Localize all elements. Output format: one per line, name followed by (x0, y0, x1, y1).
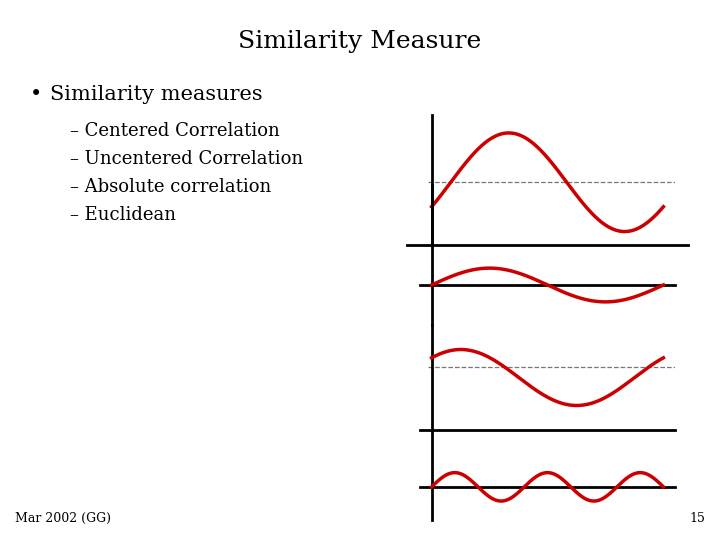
Text: •: • (30, 85, 42, 104)
Text: – Uncentered Correlation: – Uncentered Correlation (70, 150, 303, 168)
Text: Similarity measures: Similarity measures (50, 85, 263, 104)
Text: – Centered Correlation: – Centered Correlation (70, 122, 280, 140)
Text: – Euclidean: – Euclidean (70, 206, 176, 224)
Text: Mar 2002 (GG): Mar 2002 (GG) (15, 512, 111, 525)
Text: – Absolute correlation: – Absolute correlation (70, 178, 271, 196)
Text: 15: 15 (689, 512, 705, 525)
Text: Similarity Measure: Similarity Measure (238, 30, 482, 53)
